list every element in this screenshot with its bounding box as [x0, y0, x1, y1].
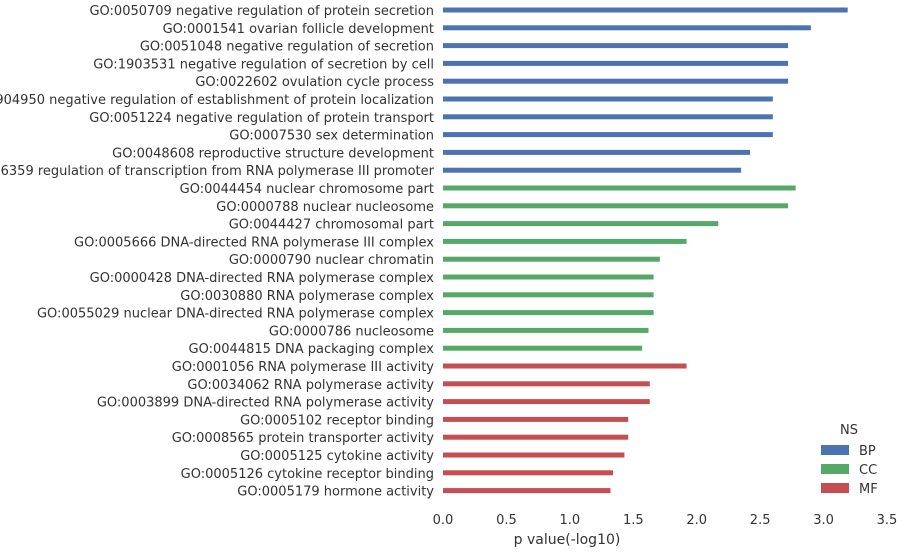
category-label: GO:0006359 regulation of transcription f… [0, 164, 435, 179]
bar [443, 363, 687, 369]
bars-layer [443, 7, 848, 494]
x-tick-label: 1.5 [623, 513, 644, 528]
legend-swatch [821, 464, 849, 474]
legend-label: MF [859, 482, 878, 497]
category-label: GO:0044454 nuclear chromosome part [180, 182, 434, 197]
category-label: GO:0034062 RNA polymerase activity [187, 378, 434, 393]
category-label: GO:0030880 RNA polymerase complex [180, 289, 434, 304]
bar [443, 416, 629, 422]
category-label: GO:0005102 receptor binding [240, 413, 434, 428]
bar [443, 43, 789, 49]
category-label: GO:0000786 nucleosome [269, 324, 434, 339]
bar [443, 452, 625, 458]
bar [443, 185, 796, 191]
category-label: GO:0000428 DNA-directed RNA polymerase c… [90, 271, 435, 286]
x-tick-label: 2.0 [686, 513, 707, 528]
category-label: GO:1903531 negative regulation of secret… [93, 57, 434, 72]
category-label: GO:0044815 DNA packaging complex [189, 342, 435, 357]
bar [443, 221, 719, 227]
bar [443, 274, 654, 280]
bar [443, 96, 773, 102]
x-tick-label: 0.0 [433, 513, 454, 528]
legend-label: CC [859, 463, 877, 478]
category-label: GO:0000790 nuclear chromatin [229, 253, 434, 268]
bar [443, 78, 789, 84]
bar [443, 167, 742, 173]
category-label: GO:0022602 ovulation cycle process [195, 75, 434, 90]
bar [443, 399, 650, 405]
x-tick-label: 2.5 [750, 513, 771, 528]
legend-swatch [821, 483, 849, 493]
category-label: GO:0055029 nuclear DNA-directed RNA poly… [37, 307, 434, 322]
legend: NS BP CC MF [821, 423, 878, 497]
category-label: GO:0005179 hormone activity [237, 485, 434, 500]
legend-label: BP [859, 444, 876, 459]
bar [443, 238, 687, 244]
bar [443, 345, 643, 351]
bar [443, 132, 773, 138]
bar [443, 25, 811, 31]
bar [443, 488, 611, 494]
category-label: GO:0048608 reproductive structure develo… [112, 146, 434, 161]
category-label: GO:0000788 nuclear nucleosome [216, 200, 434, 215]
bar [443, 149, 750, 155]
bar [443, 327, 649, 333]
x-tick-label: 1.0 [560, 513, 581, 528]
x-tick-label: 3.0 [813, 513, 834, 528]
legend-title: NS [840, 423, 858, 438]
category-label: GO:0001541 ovarian follicle development [163, 22, 434, 37]
bar [443, 434, 629, 440]
category-label: GO:0005666 DNA-directed RNA polymerase I… [74, 235, 434, 250]
x-tick-label: 3.5 [877, 513, 898, 528]
bar [443, 60, 789, 66]
bar [443, 381, 650, 387]
bar [443, 114, 773, 120]
x-axis: 0.0 0.5 1.0 1.5 2.0 2.5 3.0 3.5 [433, 513, 898, 528]
category-label: GO:0008565 protein transporter activity [172, 431, 435, 446]
category-label: GO:0050709 negative regulation of protei… [89, 4, 434, 19]
bar [443, 292, 654, 298]
category-label: GO:0005125 cytokine activity [240, 449, 434, 464]
category-label: GO:0001056 RNA polymerase III activity [172, 360, 435, 375]
x-axis-title: p value(-log10) [514, 532, 621, 548]
category-label: GO:1904950 negative regulation of establ… [0, 93, 434, 108]
bar [443, 203, 789, 209]
category-label: GO:0007530 sex determination [229, 129, 434, 144]
bar [443, 7, 848, 13]
category-label: GO:0003899 DNA-directed RNA polymerase a… [97, 396, 434, 411]
category-label: GO:0044427 chromosomal part [229, 218, 434, 233]
category-label: GO:0051224 negative regulation of protei… [89, 111, 434, 126]
bar [443, 256, 660, 262]
category-labels: GO:0050709 negative regulation of protei… [0, 4, 435, 500]
category-label: GO:0005126 cytokine receptor binding [181, 467, 434, 482]
bar [443, 470, 613, 476]
bar [443, 310, 654, 316]
x-tick-label: 0.5 [496, 513, 517, 528]
legend-swatch [821, 445, 849, 455]
category-label: GO:0051048 negative regulation of secret… [140, 40, 434, 55]
